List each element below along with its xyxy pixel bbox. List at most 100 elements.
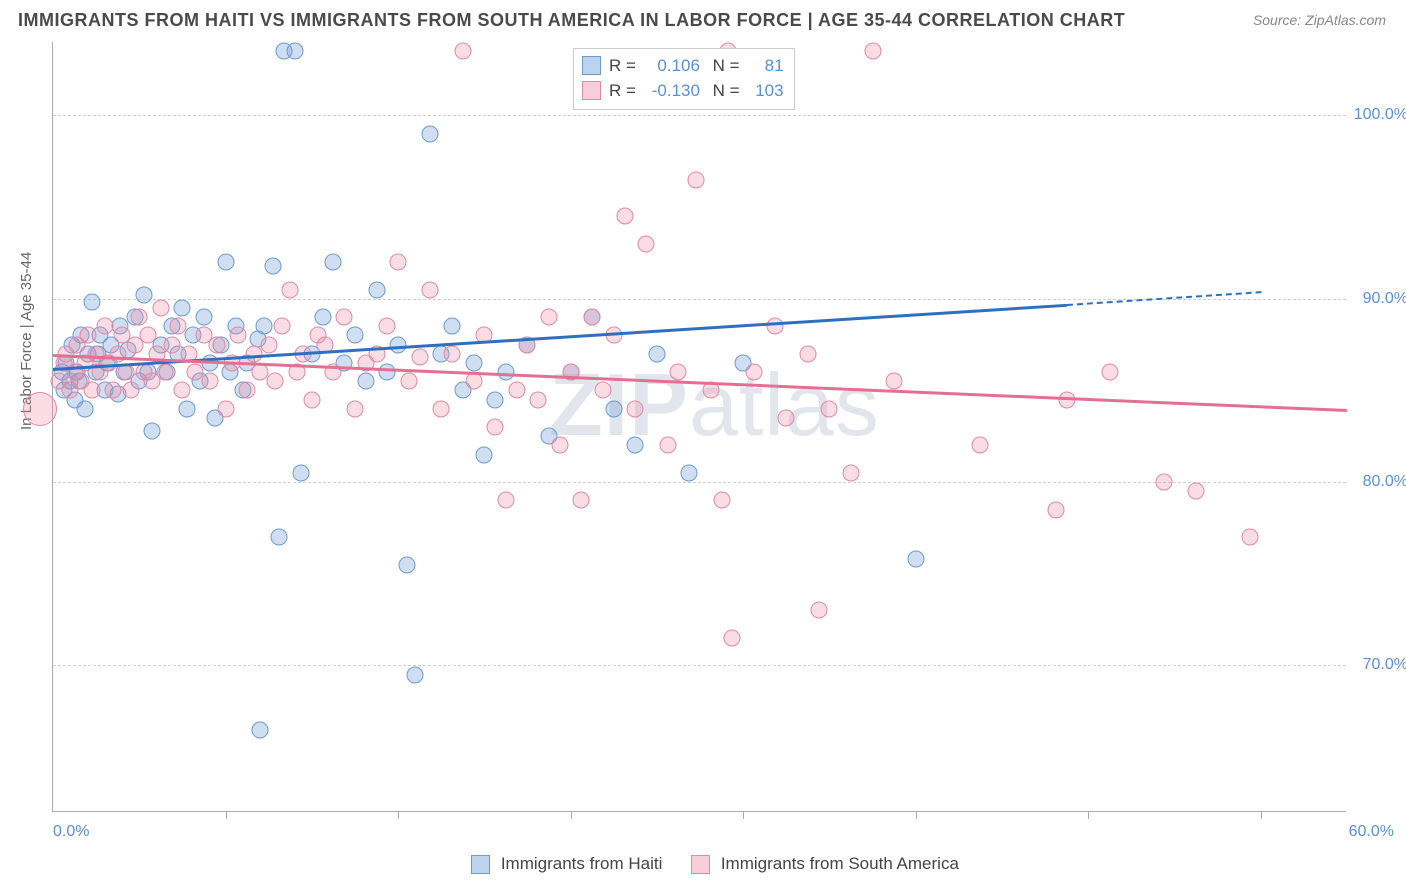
scatter-point: [627, 400, 644, 417]
scatter-point: [497, 492, 514, 509]
x-max-label: 60.0%: [1349, 823, 1394, 841]
bottom-legend: Immigrants from Haiti Immigrants from So…: [0, 854, 1406, 874]
legend-label-haiti: Immigrants from Haiti: [501, 854, 663, 873]
stats-row: R =-0.130 N =103: [582, 78, 784, 103]
y-tick-label: 90.0%: [1353, 290, 1406, 308]
scatter-point: [433, 400, 450, 417]
scatter-point: [368, 281, 385, 298]
scatter-point: [336, 309, 353, 326]
scatter-point: [135, 287, 152, 304]
scatter-point: [217, 400, 234, 417]
scatter-point: [670, 364, 687, 381]
scatter-point: [83, 294, 100, 311]
legend-swatch-south-america: [691, 855, 710, 874]
scatter-point: [252, 721, 269, 738]
scatter-point: [174, 299, 191, 316]
scatter-point: [195, 309, 212, 326]
stats-n-label: N =: [708, 53, 740, 78]
x-tick: [1261, 811, 1262, 819]
scatter-point: [239, 382, 256, 399]
source-label: Source: ZipAtlas.com: [1253, 12, 1386, 28]
scatter-point: [1188, 483, 1205, 500]
scatter-point: [264, 257, 281, 274]
scatter-point: [357, 373, 374, 390]
scatter-point: [256, 318, 273, 335]
scatter-point: [390, 254, 407, 271]
scatter-point: [584, 309, 601, 326]
stats-r-label: R =: [609, 53, 636, 78]
scatter-point: [605, 400, 622, 417]
scatter-point: [724, 629, 741, 646]
scatter-point: [260, 336, 277, 353]
scatter-point: [422, 281, 439, 298]
scatter-point: [1047, 501, 1064, 518]
plot-area: 70.0%80.0%90.0%100.0%0.0%60.0%ZIPatlasR …: [52, 42, 1346, 812]
scatter-point: [83, 382, 100, 399]
scatter-point: [303, 391, 320, 408]
x-tick: [226, 811, 227, 819]
scatter-point: [687, 171, 704, 188]
scatter-point: [627, 437, 644, 454]
scatter-point: [77, 400, 94, 417]
scatter-point: [972, 437, 989, 454]
scatter-point: [314, 309, 331, 326]
scatter-point: [799, 345, 816, 362]
scatter-point: [864, 43, 881, 60]
scatter-point: [508, 382, 525, 399]
scatter-point: [139, 327, 156, 344]
scatter-point: [346, 400, 363, 417]
stats-r-value: -0.130: [644, 78, 700, 103]
scatter-point: [230, 327, 247, 344]
scatter-point: [767, 318, 784, 335]
stats-r-label: R =: [609, 78, 636, 103]
scatter-point: [487, 391, 504, 408]
scatter-point: [1155, 474, 1172, 491]
scatter-point: [122, 382, 139, 399]
stats-row: R =0.106 N =81: [582, 53, 784, 78]
scatter-point: [245, 345, 262, 362]
scatter-point: [1101, 364, 1118, 381]
stats-r-value: 0.106: [644, 53, 700, 78]
scatter-point: [1241, 529, 1258, 546]
scatter-point: [174, 382, 191, 399]
scatter-point: [681, 464, 698, 481]
scatter-point: [422, 125, 439, 142]
scatter-point: [907, 551, 924, 568]
scatter-point: [638, 235, 655, 252]
scatter-point: [778, 409, 795, 426]
stats-swatch: [582, 56, 601, 75]
legend-label-south-america: Immigrants from South America: [721, 854, 959, 873]
scatter-point: [282, 281, 299, 298]
scatter-point: [400, 373, 417, 390]
scatter-point: [96, 318, 113, 335]
scatter-point: [487, 419, 504, 436]
x-tick: [743, 811, 744, 819]
scatter-point: [541, 309, 558, 326]
scatter-point: [745, 364, 762, 381]
scatter-point: [411, 349, 428, 366]
scatter-point: [443, 318, 460, 335]
scatter-point: [170, 318, 187, 335]
scatter-point: [551, 437, 568, 454]
scatter-point: [152, 299, 169, 316]
scatter-point: [886, 373, 903, 390]
grid-line: [53, 115, 1346, 116]
scatter-point: [476, 446, 493, 463]
scatter-point: [131, 309, 148, 326]
scatter-point: [465, 373, 482, 390]
scatter-point: [346, 327, 363, 344]
stats-box: R =0.106 N =81R =-0.130 N =103: [573, 48, 795, 110]
scatter-point: [105, 382, 122, 399]
legend-swatch-haiti: [471, 855, 490, 874]
scatter-point: [594, 382, 611, 399]
chart-title: IMMIGRANTS FROM HAITI VS IMMIGRANTS FROM…: [18, 10, 1125, 31]
y-tick-label: 70.0%: [1353, 656, 1406, 674]
scatter-point: [208, 336, 225, 353]
scatter-point: [648, 345, 665, 362]
y-tick-label: 80.0%: [1353, 473, 1406, 491]
scatter-point: [454, 43, 471, 60]
grid-line: [53, 665, 1346, 666]
x-min-label: 0.0%: [53, 823, 89, 841]
scatter-point: [810, 602, 827, 619]
scatter-point: [616, 208, 633, 225]
